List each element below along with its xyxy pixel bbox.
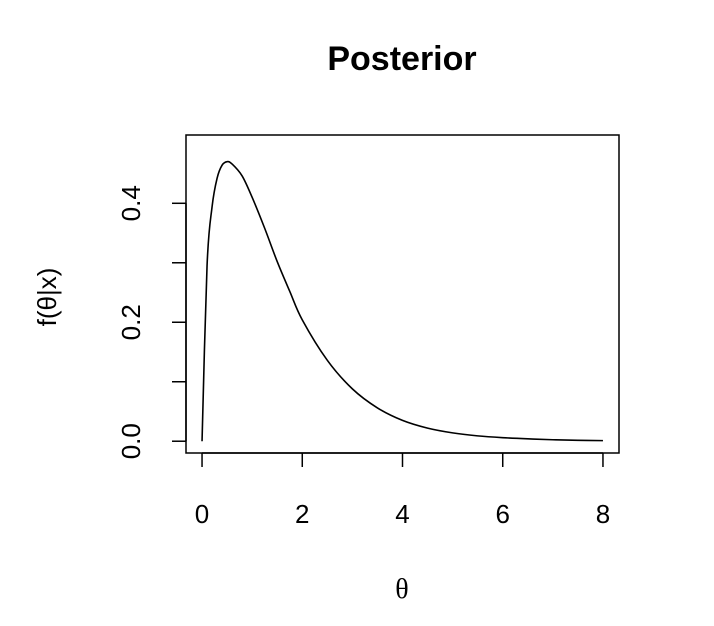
- x-tick-label: 2: [295, 499, 309, 529]
- x-tick-label: 0: [195, 499, 209, 529]
- y-tick-label: 0.0: [116, 423, 146, 459]
- y-axis-label: f(θ|x): [32, 268, 62, 327]
- x-tick-label: 8: [596, 499, 610, 529]
- chart-title: Posterior: [327, 40, 476, 78]
- y-tick-label: 0.2: [116, 304, 146, 340]
- y-axis: 0.0 0.2 0.4: [116, 185, 187, 459]
- plot-area: [185, 134, 620, 454]
- x-tick-label: 4: [395, 499, 409, 529]
- y-tick-label: 0.4: [116, 185, 146, 221]
- x-axis: 0 2 4 6 8: [195, 452, 610, 529]
- series-layer: [201, 160, 603, 442]
- x-tick-label: 6: [495, 499, 509, 529]
- posterior-curve: [201, 160, 603, 442]
- x-axis-label: θ: [395, 574, 408, 605]
